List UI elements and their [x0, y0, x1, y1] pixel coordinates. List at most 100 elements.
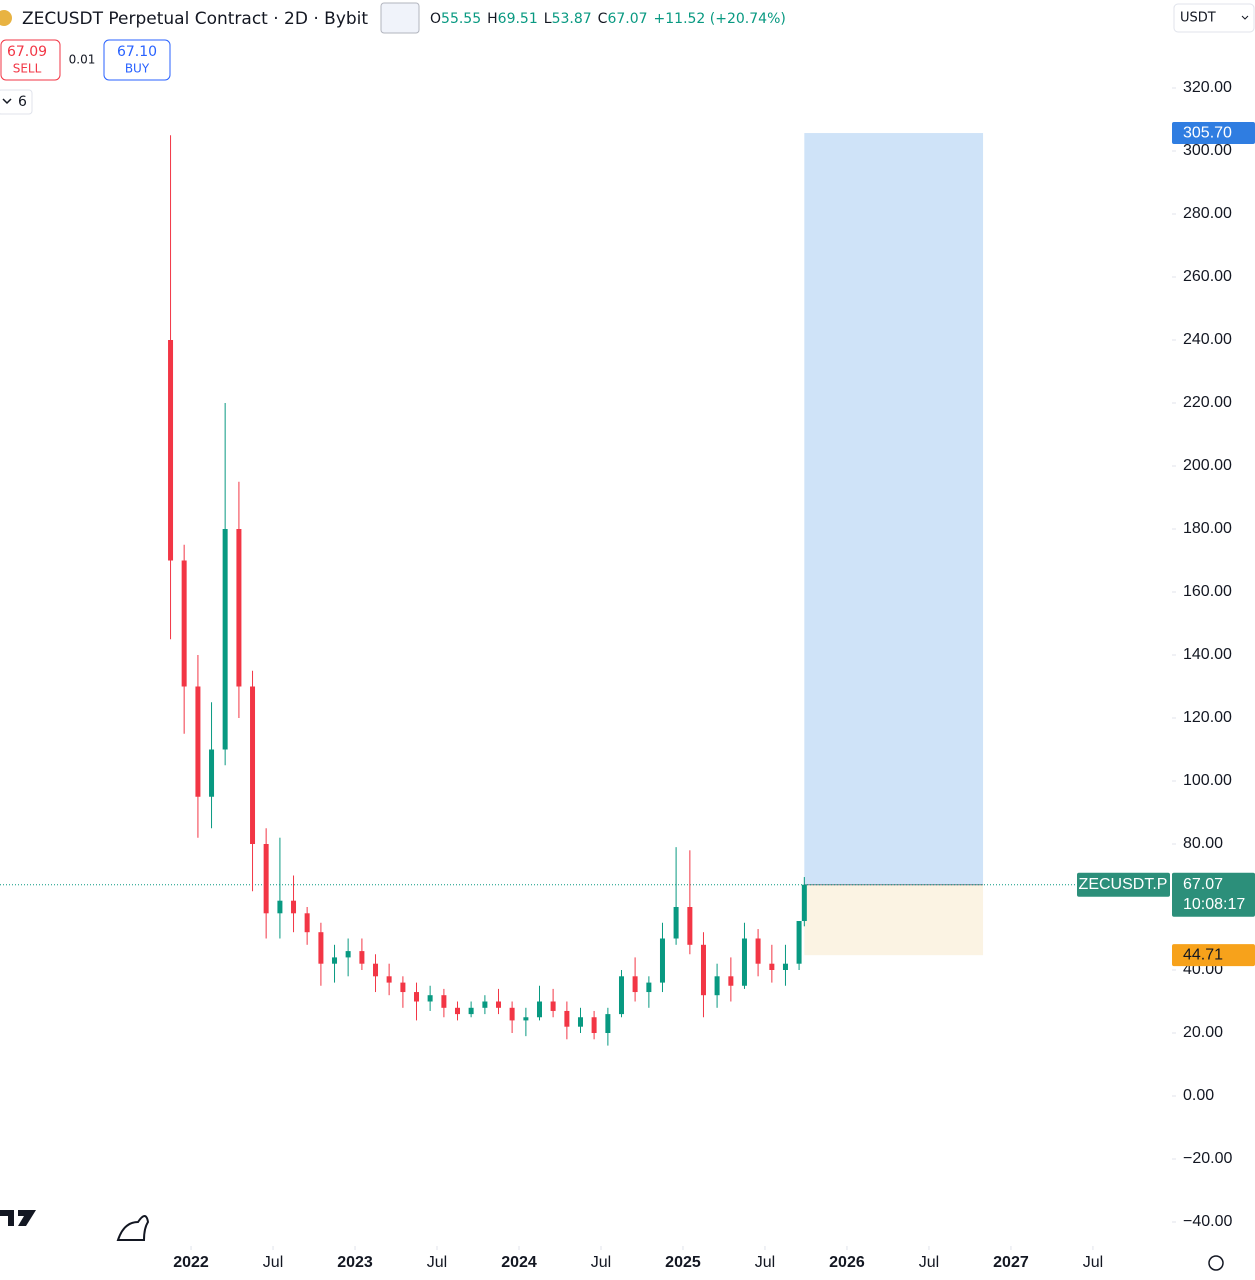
last-price-label: 67.07 — [1183, 876, 1223, 893]
stop-label: 44.71 — [1183, 946, 1223, 963]
y-tick-label: 120.00 — [1183, 709, 1232, 726]
candle-body — [801, 884, 807, 922]
ohlc-key: C — [598, 11, 608, 27]
y-tick-label: −20.00 — [1183, 1150, 1232, 1167]
candle-body — [181, 560, 187, 687]
candle-body — [577, 1017, 583, 1027]
status-box[interactable] — [380, 2, 420, 34]
currency-select[interactable] — [1173, 3, 1255, 33]
x-tick-label: 2023 — [337, 1254, 373, 1271]
candle-body — [209, 749, 215, 797]
indicators-toggle[interactable] — [0, 89, 33, 115]
x-tick-label: Jul — [1083, 1254, 1103, 1271]
x-tick-label: Jul — [427, 1254, 447, 1271]
candle-body — [441, 995, 447, 1008]
plot: 320.00 300.00 280.00 260.00 240.00 220.00 200.… — [0, 79, 1255, 1271]
ohlc-legend: O55.55 H69.51 L53.87 C67.07 +11.52 (+20.74%) — [430, 11, 786, 27]
candle-body — [659, 938, 665, 983]
candle-body — [277, 900, 283, 914]
candle-body — [195, 686, 201, 797]
y-tick-label: 100.00 — [1183, 772, 1232, 789]
candle-body — [386, 976, 392, 983]
candle-body — [605, 1014, 611, 1033]
ohlc-key: H — [487, 11, 498, 27]
candle-body — [646, 982, 652, 993]
candle-body — [714, 976, 720, 996]
candle-body — [168, 340, 174, 561]
symbol-tag-bg — [1077, 872, 1170, 897]
y-tick-label: −40.00 — [1183, 1213, 1232, 1230]
ohlc-value: 55.55 — [441, 11, 481, 27]
candle-body — [427, 995, 433, 1002]
profit-zone — [804, 133, 984, 885]
y-tick-label: 180.00 — [1183, 520, 1232, 537]
y-tick-label: 0.00 — [1183, 1087, 1214, 1104]
coin-icon — [0, 10, 12, 26]
x-tick-label: 2022 — [173, 1254, 209, 1271]
candle-body — [687, 907, 693, 945]
settings-icon[interactable] — [1208, 1255, 1224, 1271]
y-tick-label: 200.00 — [1183, 457, 1232, 474]
candle-body — [400, 982, 406, 993]
symbol-title: ZECUSDT Perpetual Contract · 2D · Bybit — [22, 9, 368, 29]
candle-body — [618, 976, 624, 1015]
candle-body — [673, 907, 679, 939]
candle-body — [536, 1001, 542, 1018]
y-tick-label: 20.00 — [1183, 1024, 1223, 1041]
candle-body — [222, 529, 228, 750]
x-tick-label: Jul — [591, 1254, 611, 1271]
logos — [0, 1210, 1224, 1271]
currency: USDT — [1180, 11, 1216, 26]
candle-body — [564, 1010, 570, 1027]
candle-body — [796, 921, 802, 964]
ohlc-key: L — [544, 11, 552, 27]
y-tick-label: 300.00 — [1183, 142, 1232, 159]
chevron — [1241, 15, 1249, 20]
x-tick-label: Jul — [755, 1254, 775, 1271]
candle-body — [414, 992, 420, 1002]
candle-body — [755, 938, 761, 964]
candle-body — [591, 1017, 597, 1033]
y-tick-label: 240.00 — [1183, 331, 1232, 348]
x-tick-label: 2026 — [829, 1254, 865, 1271]
y-tick-label: 280.00 — [1183, 205, 1232, 222]
sell-button[interactable] — [0, 39, 61, 81]
ohlc-key: O — [430, 11, 441, 27]
y-tick-label: 260.00 — [1183, 268, 1232, 285]
x-tick-label: Jul — [263, 1254, 283, 1271]
candle-body — [728, 976, 734, 986]
header: ZECUSDT Perpetual Contract · 2D · Bybit — [0, 2, 420, 34]
y-tick-label: 160.00 — [1183, 583, 1232, 600]
buy-label: BUY — [125, 62, 150, 76]
candle-body — [304, 913, 310, 933]
chevron — [2, 98, 12, 105]
ohlc-value: 67.07 — [607, 11, 647, 27]
countdown: 10:08:17 — [1183, 896, 1245, 913]
candle-body — [263, 844, 269, 914]
buy-button[interactable] — [103, 39, 171, 81]
candle-body — [769, 963, 775, 970]
candle-body — [373, 963, 379, 977]
candle-body — [318, 932, 324, 964]
candle-body — [359, 951, 365, 964]
y-tick-label: 220.00 — [1183, 394, 1232, 411]
loss-zone — [804, 884, 984, 956]
candle-body — [509, 1007, 515, 1021]
x-tick-label: 2025 — [665, 1254, 701, 1271]
candle-body — [332, 957, 338, 964]
candle-body — [741, 938, 747, 986]
candle-body — [496, 1001, 502, 1008]
candle-body — [700, 944, 706, 996]
indicators-count: 6 — [18, 94, 27, 110]
last-price-bg — [1172, 872, 1255, 917]
candle-body — [455, 1007, 461, 1015]
tv-logo — [0, 1210, 36, 1226]
candle-body — [236, 529, 242, 687]
y-tick-label: 320.00 — [1183, 79, 1232, 96]
candle-body — [550, 1001, 556, 1011]
y-tick-label: 80.00 — [1183, 835, 1223, 852]
ohlc-value: 53.87 — [552, 11, 592, 27]
ohlc-change: +11.52 (+20.74%) — [654, 11, 786, 27]
candle-body — [291, 900, 297, 914]
